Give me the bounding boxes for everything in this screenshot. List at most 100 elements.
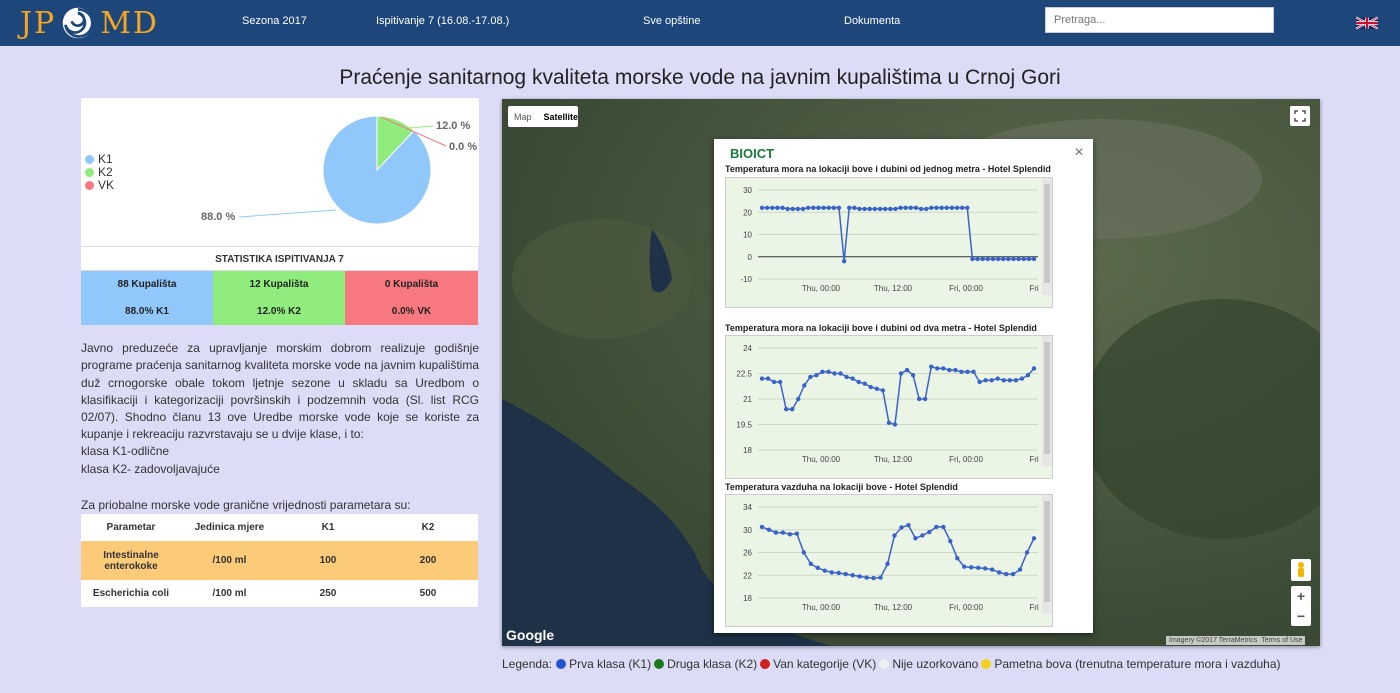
map-attribution: Imagery ©2017 TerraMetrics Terms of Use [1166,636,1306,645]
limits-intro-text: Za priobalne morske vode granične vrijed… [81,498,411,512]
data-point [832,371,837,376]
zoom-in-button[interactable]: + [1296,588,1306,604]
data-point [904,367,910,373]
data-point [923,396,928,402]
chart2-svg: 24 22.5 21 19.5 18 Thu, 00:00 Thu, 12:00 Fri, 0… [736,336,1052,466]
logo[interactable]: JP MD [20,4,159,42]
data-point [843,571,848,577]
header-parametar: Parametar [106,522,156,533]
data-point [892,533,897,538]
data-point [1003,571,1009,577]
street-view-pegman[interactable] [1291,559,1311,581]
data-point [1007,378,1013,383]
data-point [885,561,890,567]
data-point [1016,256,1021,262]
data-point [929,205,934,210]
data-point [844,374,849,380]
data-point [759,524,765,530]
data-point [990,256,996,262]
data-point [982,566,988,571]
data-point [874,386,880,391]
map-legend: Legenda: Prva klasa (K1) Druga klasa (K2… [502,657,1281,671]
data-point [801,550,807,555]
x-tick-label: Fri [1029,284,1039,293]
data-point [913,205,919,210]
close-icon[interactable]: ✕ [1074,145,1085,159]
data-point [836,570,841,576]
nav-municipalities[interactable]: Sve opštine [643,15,701,27]
map-type-map[interactable]: Map [514,111,532,122]
data-point [857,206,862,212]
data-point [882,206,888,212]
data-point [929,364,934,369]
class-k1-text: klasa K1-odlične [81,444,170,458]
legend-dot-k2 [654,659,665,669]
data-point [862,381,867,386]
pie-slice-k1 [322,115,432,225]
data-point [850,573,855,578]
fullscreen-button[interactable] [1290,106,1310,126]
data-point [764,205,770,210]
stat-vk-count: 0 Kupališta [345,271,478,298]
data-point [805,205,811,210]
zoom-out-button[interactable]: − [1296,608,1306,624]
data-point [814,373,819,378]
header-k1: K1 [321,522,335,533]
pie-label-k1: 88.0 % [201,211,235,223]
x-tick-label: Fri, 00:00 [949,603,983,612]
logo-text-right: MD [100,5,159,41]
data-point [777,379,783,385]
data-point [800,206,806,212]
data-point [1019,376,1025,381]
x-tick-label: Thu, 00:00 [802,455,841,464]
stat-k1-pct: 88.0% K1 [81,298,213,325]
data-point [867,206,872,212]
uk-flag-icon[interactable] [1356,16,1378,30]
x-tick-label: Thu, 00:00 [802,603,841,612]
top-navbar: JP MD Sezona 2017 Ispitivanje 7 (16.08.-… [0,0,1400,46]
data-point [872,206,878,212]
data-point [1031,366,1037,371]
data-point [977,379,982,385]
pie-label-k2: 12.0 % [436,120,470,132]
pie-legend-k2[interactable]: K2 [85,165,113,179]
data-point [850,376,855,381]
data-point [841,259,847,264]
data-point [989,567,995,572]
header-k2: K2 [421,522,435,533]
pie-legend-k1[interactable]: K1 [85,152,113,166]
data-point [935,366,940,371]
data-point [1006,256,1011,262]
chart3-box: 34 30 26 22 18 Thu, 00:00 Thu, 12:00 Fri, 00:00… [725,494,1053,627]
chart1-title: Temperatura mora na lokaciji bove i dubi… [725,164,1051,174]
legend-none: Nije uzorkovano [892,657,979,671]
data-point [787,532,793,537]
data-point [1031,536,1037,541]
data-point [820,369,825,374]
pie-legend-vk[interactable]: VK [85,178,114,192]
y-tick-label: 24 [743,344,752,353]
data-point [920,533,925,538]
data-point [955,555,960,561]
search-input[interactable] [1045,7,1274,33]
y-tick-label: 26 [743,549,752,558]
nav-season[interactable]: Sezona 2017 [242,15,307,27]
data-point [815,565,820,571]
map-type-toggle: Map Satellite [508,106,578,127]
data-point [941,524,946,530]
data-point [796,396,801,402]
nav-test[interactable]: Ispitivanje 7 (16.08.-17.08.) [376,15,510,27]
nav-documents[interactable]: Dokumenta [844,15,901,27]
data-point [780,205,785,210]
data-point [759,205,765,210]
data-point [934,524,939,530]
data-point [989,378,994,383]
data-point [831,205,837,210]
y-tick-label: -10 [740,275,752,284]
bioict-logo: BIOICT [730,146,775,161]
terms-link[interactable]: Terms of Use [1261,637,1303,644]
x-tick-label: Fri, 00:00 [949,284,983,293]
stat-k2-count: 12 Kupališta [213,271,345,298]
series-line [762,365,1035,426]
map-type-satellite[interactable]: Satellite [543,111,579,122]
